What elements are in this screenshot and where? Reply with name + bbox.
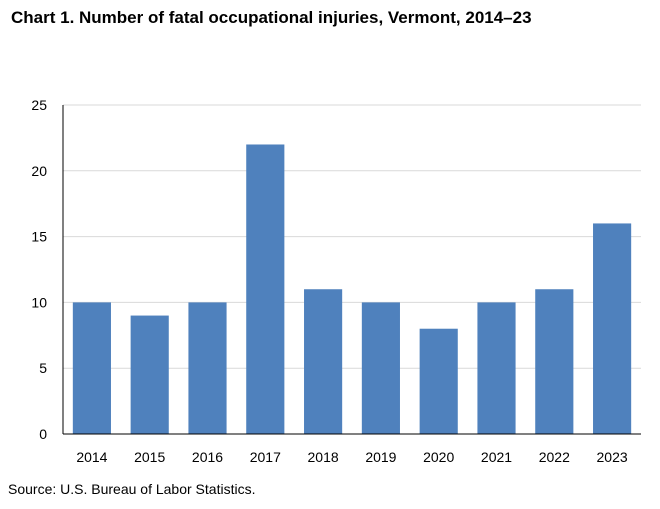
bar-2022[interactable]: [535, 289, 574, 434]
axes: [62, 105, 641, 435]
x-tick-label: 2022: [539, 449, 570, 465]
y-tick-label: 0: [39, 426, 47, 442]
y-tick-label: 15: [31, 229, 47, 245]
bar-2016[interactable]: [188, 302, 227, 434]
bar-series: [72, 144, 632, 435]
x-tick-label: 2023: [597, 449, 628, 465]
x-tick-label: 2019: [365, 449, 396, 465]
bar-2018[interactable]: [304, 289, 343, 434]
bar-2021[interactable]: [477, 302, 516, 434]
y-tick-label: 5: [39, 360, 47, 376]
bar-2015[interactable]: [130, 315, 169, 434]
y-tick-label: 25: [31, 97, 47, 113]
chart-title: Chart 1. Number of fatal occupational in…: [11, 8, 532, 27]
bar-2019[interactable]: [361, 302, 400, 434]
y-axis-ticks: 0 5 10 15 20 25: [31, 97, 47, 442]
x-tick-label: 2014: [76, 449, 107, 465]
x-tick-label: 2021: [481, 449, 512, 465]
x-tick-label: 2016: [192, 449, 223, 465]
bar-2023[interactable]: [593, 223, 632, 434]
y-tick-label: 20: [31, 163, 47, 179]
x-tick-label: 2015: [134, 449, 165, 465]
bar-2020[interactable]: [419, 328, 458, 434]
y-tick-label: 10: [31, 294, 47, 310]
x-tick-label: 2020: [423, 449, 454, 465]
bar-2017[interactable]: [246, 144, 285, 435]
x-tick-label: 2018: [308, 449, 339, 465]
chart-source-note: Source: U.S. Bureau of Labor Statistics.: [8, 481, 256, 497]
bar-2014[interactable]: [72, 302, 111, 434]
x-tick-label: 2017: [250, 449, 281, 465]
x-axis-ticks: 2014 2015 2016 2017 2018 2019 2020 2021 2022 2023: [76, 449, 628, 465]
